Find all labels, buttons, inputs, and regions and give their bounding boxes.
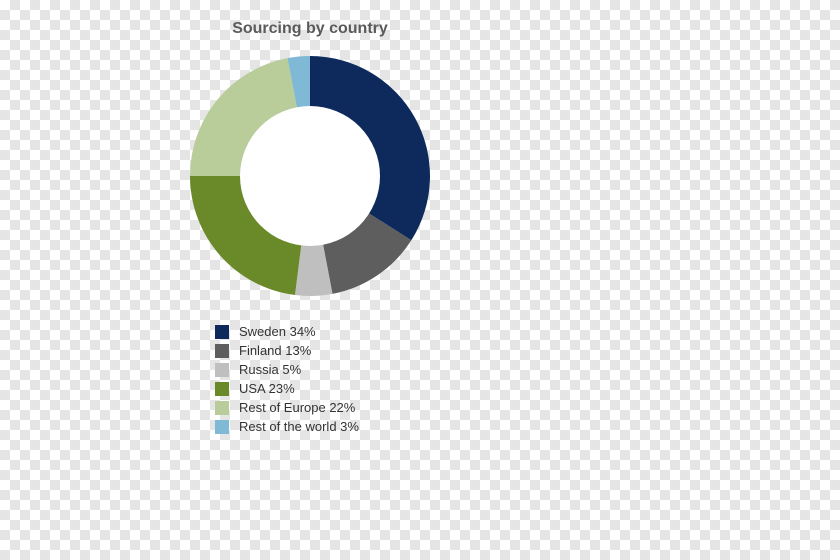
donut-chart (180, 46, 440, 306)
legend-swatch (215, 363, 229, 377)
legend-swatch (215, 325, 229, 339)
legend-label: Finland 13% (239, 343, 311, 358)
legend: Sweden 34% Finland 13% Russia 5% USA 23% Res… (215, 324, 500, 434)
legend-item: Finland 13% (215, 343, 500, 358)
canvas-background: Sourcing by country Sweden 34% Finland 13… (0, 0, 840, 560)
legend-label: Rest of Europe 22% (239, 400, 355, 415)
legend-swatch (215, 401, 229, 415)
legend-item: Sweden 34% (215, 324, 500, 339)
legend-swatch (215, 382, 229, 396)
legend-label: Russia 5% (239, 362, 301, 377)
legend-label: Rest of the world 3% (239, 419, 359, 434)
chart-container: Sourcing by country Sweden 34% Finland 13… (120, 10, 500, 438)
legend-swatch (215, 420, 229, 434)
legend-swatch (215, 344, 229, 358)
legend-label: Sweden 34% (239, 324, 316, 339)
legend-item: Rest of the world 3% (215, 419, 500, 434)
legend-label: USA 23% (239, 381, 295, 396)
legend-item: Russia 5% (215, 362, 500, 377)
legend-item: Rest of Europe 22% (215, 400, 500, 415)
chart-title: Sourcing by country (120, 20, 500, 38)
donut-hole (240, 106, 380, 246)
legend-item: USA 23% (215, 381, 500, 396)
